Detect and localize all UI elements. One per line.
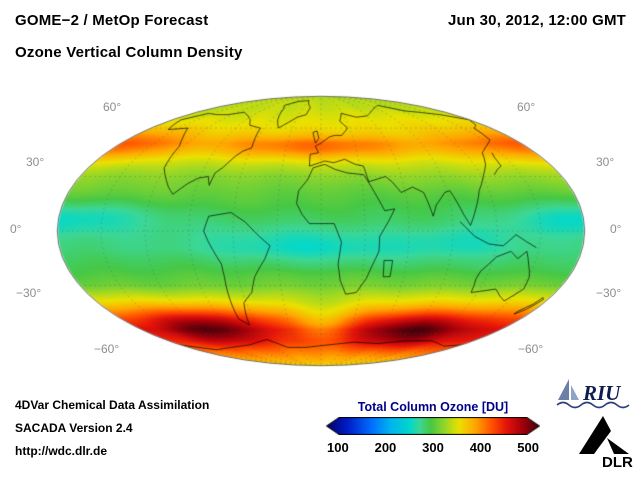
colorbar-tick-label: 100 xyxy=(327,440,349,455)
footer-line-assimilation: 4DVar Chemical Data Assimilation xyxy=(15,398,210,412)
figure-title-line1: GOME−2 / MetOp Forecast xyxy=(15,12,209,29)
lat-label-left-eq: 0° xyxy=(10,222,22,236)
colorbar-title: Total Column Ozone [DU] xyxy=(357,400,509,414)
lat-label-left-60n: 60° xyxy=(103,100,122,114)
ozone-map-canvas xyxy=(56,95,586,367)
lat-label-left-30s: −30° xyxy=(16,286,42,300)
riu-wave-icon xyxy=(556,401,630,409)
dlr-emblem-icon xyxy=(579,416,611,454)
dlr-logo-text: DLR xyxy=(602,454,633,468)
lat-label-right-60n: 60° xyxy=(517,100,536,114)
dlr-emblem-wing-icon xyxy=(607,438,629,454)
lat-label-right-30s: −30° xyxy=(596,286,622,300)
colorbar-tick-label: 400 xyxy=(469,440,492,455)
lat-label-left-30n: 30° xyxy=(26,155,45,169)
riu-logo: RIU xyxy=(556,379,630,409)
riu-logo-text: RIU xyxy=(582,381,622,405)
lat-label-right-30n: 30° xyxy=(596,155,615,169)
figure-title-line2: Ozone Vertical Column Density xyxy=(15,44,243,61)
colorbar-gradient xyxy=(326,417,540,435)
dlr-logo: DLR xyxy=(579,416,633,468)
footer-line-url: http://wdc.dlr.de xyxy=(15,444,107,458)
lat-label-right-eq: 0° xyxy=(610,222,622,236)
colorbar-tick-label: 200 xyxy=(374,440,397,455)
figure-datetime: Jun 30, 2012, 12:00 GMT xyxy=(447,12,626,29)
colorbar-tick-label: 500 xyxy=(517,440,539,455)
riu-sail-small-icon xyxy=(571,385,579,400)
footer-line-version: SACADA Version 2.4 xyxy=(15,421,133,435)
colorbar-tick-row: 100 200 300 400 500 xyxy=(326,440,540,456)
colorbar-tick-label: 300 xyxy=(422,440,444,455)
colorbar: Total Column Ozone [DU] 100 200 300 400 500 xyxy=(326,400,540,460)
riu-sail-icon xyxy=(558,379,569,400)
lat-label-right-60s: −60° xyxy=(518,342,544,356)
lat-label-left-60s: −60° xyxy=(94,342,120,356)
